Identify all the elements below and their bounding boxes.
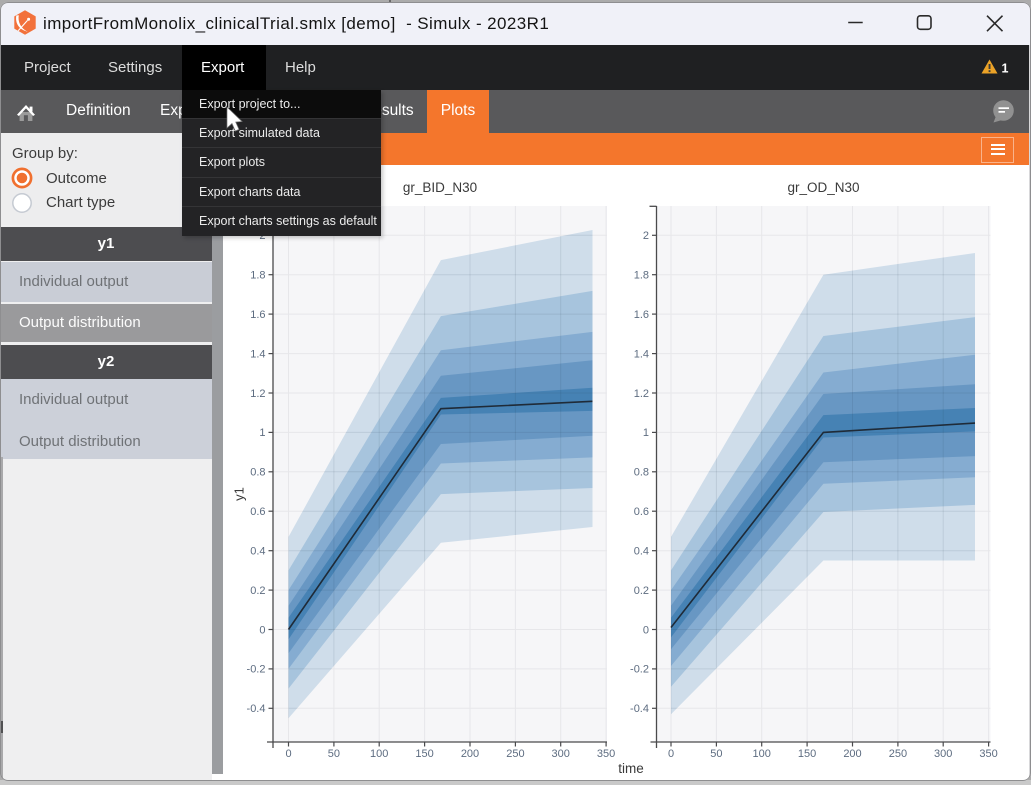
svg-text:1: 1 bbox=[1002, 62, 1009, 76]
